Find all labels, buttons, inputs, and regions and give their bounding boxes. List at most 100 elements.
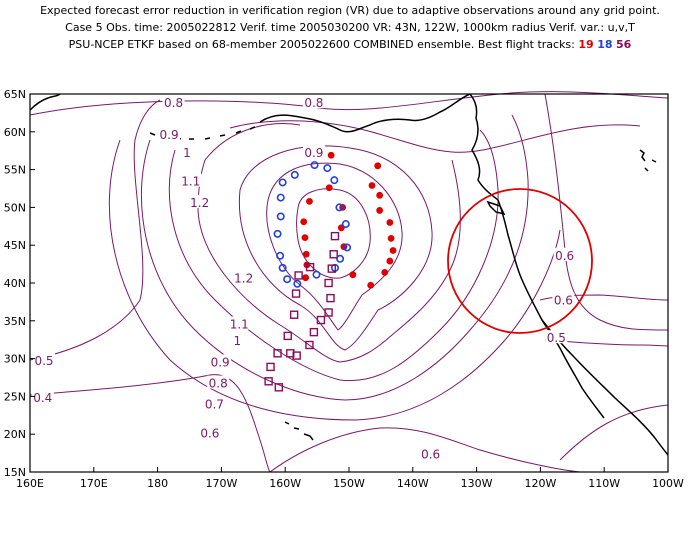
purple-track-point [324,278,333,288]
contour-label: 1 [183,146,191,160]
contour-label-bg [552,292,575,306]
contour-label: 0.8 [164,96,183,110]
verification-region-circle [447,188,593,334]
x-tick-label: 160E [16,477,44,490]
red-track-point [374,162,382,170]
y-tick-label: 30N [4,353,26,366]
contour-label-bg [33,352,56,366]
red-track-point [301,234,309,242]
blue-track-point [323,164,332,173]
blue-track-point [312,270,321,279]
contour-label: 0.9 [304,146,323,160]
chart-header: Expected forecast error reduction in ver… [0,2,700,53]
contour-label-bg [232,270,255,284]
y-tick-label: 55N [4,164,26,177]
blue-track-point [293,279,302,288]
x-tick-label: 150W [333,477,365,490]
y-tick-label: 65N [4,88,26,101]
blue-track-point [335,203,344,212]
contour-0.9-north [229,120,641,153]
header-case-line: Case 5 Obs. time: 2005022812 Verif. time… [65,21,635,34]
coast-asia-kamchatka [29,93,61,111]
purple-track-point [305,262,315,272]
contour-0.6-east [544,93,669,331]
contour-label: 1.1 [230,318,249,332]
coast-hawaii [284,421,314,441]
contour-label-bg [162,95,185,109]
contour-label: 0.5 [34,354,53,368]
x-axis-ticks: 160E 170E 180 170W 160W 150W 140W 130W 120W 110W 1… [16,467,684,490]
contour-label: 1 [234,334,242,348]
red-track-point [302,274,310,282]
coast-alaska [259,93,471,133]
contour-0.6-inner [108,139,561,421]
contour-0.4 [29,374,271,473]
blue-track-point [290,170,299,179]
contour-label-bg [175,144,198,158]
x-tick-label: 100W [652,477,684,490]
coast-bc-islands [639,149,657,172]
blue-track-point [276,193,285,202]
red-track-point [302,250,310,258]
red-track-point [367,281,375,289]
contour-label: 0.6 [421,448,440,462]
y-tick-label: 60N [4,126,26,139]
blue-track-point [276,212,285,221]
y-tick-label: 50N [4,201,26,214]
contour-0.5-east [544,339,669,347]
coast-north-america [469,93,669,456]
blue-track-point [310,161,319,170]
purple-track-point [274,383,284,392]
red-track-point [300,218,308,226]
flight-tracks [264,151,397,392]
contour-label: 0.8 [304,96,323,110]
contour-label-bg [302,144,325,158]
contour-1 [238,145,433,351]
purple-track-point [291,289,301,298]
red-track-point [349,271,357,279]
contour-label-bg [203,396,226,410]
y-tick-label: 40N [4,277,26,290]
header-ensemble-text: PSU-NCEP ETKF based on 68-member 2005022… [68,38,575,51]
purple-track-point [330,231,340,241]
blue-track-point [278,178,287,187]
contour-label: 0.6 [200,426,219,440]
red-track-point [376,207,384,214]
contour-label: 0.6 [554,293,573,307]
red-track-point [386,219,394,226]
contour-0.7-east [559,404,669,461]
y-axis-ticks: 65N 60N 55N 50N 45N 40N 35N 30N 25N 20N 15N [4,88,35,479]
purple-track-point [294,271,303,280]
blue-track-point [336,254,345,263]
contour-labels: 0.8 0.8 0.9 0.9 1 1.1 1.2 1.2 1.1 1 0.9 0.8 0.7 0.6 0.… [31,95,576,462]
track-label-red: 19 [578,38,594,51]
contour-label-bg [179,173,202,187]
red-track-point [327,151,335,159]
red-track-point [368,182,376,189]
blue-track-point [276,251,285,260]
contour-0.5 [29,99,161,361]
contour-label-bg [209,354,232,368]
red-track-point [381,269,389,276]
track-label-purple: 56 [616,38,632,51]
contour-1.2 [296,188,371,279]
contour-label: 0.7 [205,398,224,412]
purple-track-point [309,327,319,337]
purple-track-point [329,250,338,259]
contour-label-bg [228,316,251,330]
contour-label: 0.9 [160,128,179,142]
contour-1.1 [266,162,403,331]
blue-track-point [278,263,287,272]
red-track-point [376,191,384,199]
x-tick-label: 110W [588,477,620,490]
contour-label-bg [302,95,325,109]
y-tick-label: 45N [4,239,26,252]
y-tick-label: 25N [4,390,26,403]
y-tick-label: 20N [4,428,26,441]
contour-lines [29,91,669,473]
contour-label-bg [31,389,54,403]
purple-track-point [289,310,299,319]
contour-label-bg [198,425,221,439]
contour-label-bg [419,446,442,460]
